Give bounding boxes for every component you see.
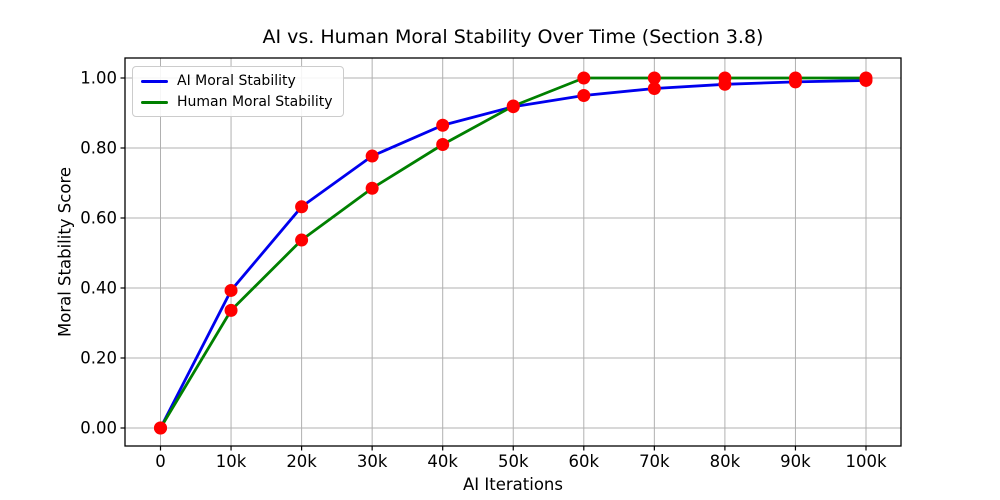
data-point-marker bbox=[577, 89, 591, 102]
y-tick-label: 0.20 bbox=[80, 349, 117, 368]
x-tick-label: 0 bbox=[155, 452, 166, 471]
data-point-marker bbox=[295, 233, 309, 247]
x-axis-label: AI Iterations bbox=[463, 475, 563, 494]
data-point-marker bbox=[436, 118, 450, 132]
y-tick-label: 0.80 bbox=[80, 139, 117, 158]
x-tick-label: 10k bbox=[216, 452, 247, 471]
ai-line-swatch bbox=[141, 79, 168, 83]
x-tick-label: 50k bbox=[498, 452, 529, 471]
legend-item-ai: AI Moral Stability bbox=[141, 73, 333, 89]
x-tick-label: 20k bbox=[286, 452, 317, 471]
data-point-marker bbox=[859, 71, 873, 85]
data-point-marker bbox=[788, 71, 802, 85]
data-point-marker bbox=[647, 71, 661, 85]
data-point-marker bbox=[365, 149, 379, 163]
x-tick-label: 100k bbox=[845, 452, 886, 471]
data-point-marker bbox=[154, 421, 167, 435]
y-tick-label: 0.00 bbox=[80, 419, 117, 438]
data-point-marker bbox=[506, 99, 520, 113]
y-tick-label: 0.40 bbox=[80, 279, 117, 298]
data-point-marker bbox=[577, 71, 591, 85]
x-tick-label: 90k bbox=[780, 452, 811, 471]
x-tick-label: 80k bbox=[710, 452, 741, 471]
legend: AI Moral Stability Human Moral Stability bbox=[132, 66, 344, 117]
data-point-marker bbox=[295, 200, 309, 214]
y-tick-label: 1.00 bbox=[80, 69, 117, 88]
x-tick-label: 30k bbox=[357, 452, 388, 471]
x-tick-label: 40k bbox=[427, 452, 458, 471]
x-tick-label: 70k bbox=[639, 452, 670, 471]
data-point-marker bbox=[224, 283, 238, 297]
x-tick-label: 60k bbox=[569, 452, 600, 471]
y-tick-label: 0.60 bbox=[80, 209, 117, 228]
data-point-marker bbox=[436, 138, 450, 151]
data-point-marker bbox=[365, 181, 379, 195]
legend-label-ai: AI Moral Stability bbox=[177, 73, 296, 89]
chart-title: AI vs. Human Moral Stability Over Time (… bbox=[262, 26, 764, 48]
legend-label-human: Human Moral Stability bbox=[177, 94, 333, 110]
data-point-marker bbox=[718, 71, 732, 85]
human-line-swatch bbox=[141, 100, 168, 104]
legend-item-human: Human Moral Stability bbox=[141, 94, 333, 110]
data-point-marker bbox=[224, 303, 238, 317]
data-point-marker bbox=[647, 82, 661, 95]
